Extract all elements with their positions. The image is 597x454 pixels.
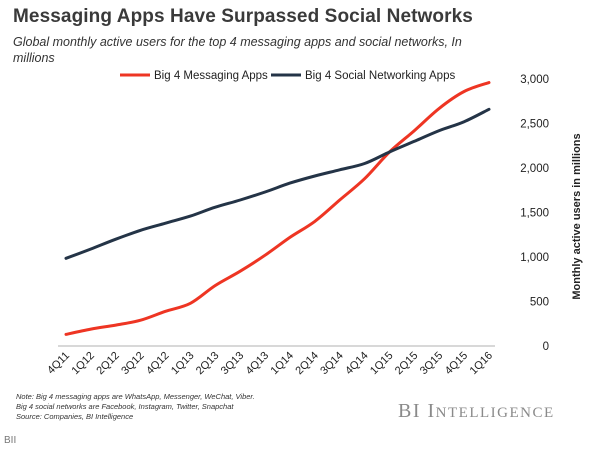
note-source: Source: Companies, BI Intelligence [16, 412, 134, 421]
x-tick-label: 1Q15 [368, 350, 396, 378]
x-tick-label: 2Q15 [393, 350, 421, 378]
x-tick-label: 3Q12 [119, 350, 147, 378]
y-tick-label: 500 [530, 297, 549, 309]
y-axis-title: Monthly active users in millions [571, 133, 583, 299]
x-tick-label: 3Q14 [318, 350, 346, 378]
x-tick-label: 4Q11 [45, 350, 72, 377]
series-line-messaging-apps [64, 81, 491, 336]
x-tick-label: 3Q13 [219, 350, 247, 378]
y-tick-label: 2,000 [520, 163, 549, 175]
x-tick-label: 4Q13 [244, 350, 272, 378]
y-tick-label: 2,500 [520, 119, 549, 131]
chart-subtitle: Global monthly active users for the top … [13, 35, 462, 65]
x-tick-label: 1Q16 [468, 350, 496, 378]
x-tick-label: 4Q15 [443, 350, 471, 378]
y-tick-label: 0 [543, 341, 549, 353]
chart-title: Messaging Apps Have Surpassed Social Net… [13, 6, 473, 27]
series-line-social-networking-apps [64, 107, 491, 260]
x-tick-label: 1Q14 [269, 350, 297, 378]
y-tick-label: 1,500 [520, 208, 549, 220]
legend-label: Big 4 Social Networking Apps [305, 70, 455, 82]
x-tick-label: 4Q14 [343, 350, 371, 378]
x-tick-label: 2Q14 [293, 350, 321, 378]
y-tick-label: 1,000 [520, 252, 549, 264]
x-tick-label: 3Q15 [418, 350, 446, 378]
x-tick-label: 1Q13 [169, 350, 197, 378]
x-tick-label: 1Q12 [69, 350, 97, 378]
x-tick-label: 2Q12 [94, 350, 122, 378]
note-social-networks: Big 4 social networks are Facebook, Inst… [16, 402, 234, 411]
chart-notes: Note: Big 4 messaging apps are WhatsApp,… [16, 392, 346, 422]
y-tick-label: 3,000 [520, 74, 549, 86]
x-tick-label: 2Q13 [194, 350, 222, 378]
image-credit: BII [4, 435, 17, 446]
x-tick-label: 4Q12 [144, 350, 172, 378]
note-messaging-apps: Note: Big 4 messaging apps are WhatsApp,… [16, 392, 255, 401]
legend-label: Big 4 Messaging Apps [154, 70, 268, 82]
bi-intelligence-logo: BI INTELLIGENCE [398, 400, 555, 422]
